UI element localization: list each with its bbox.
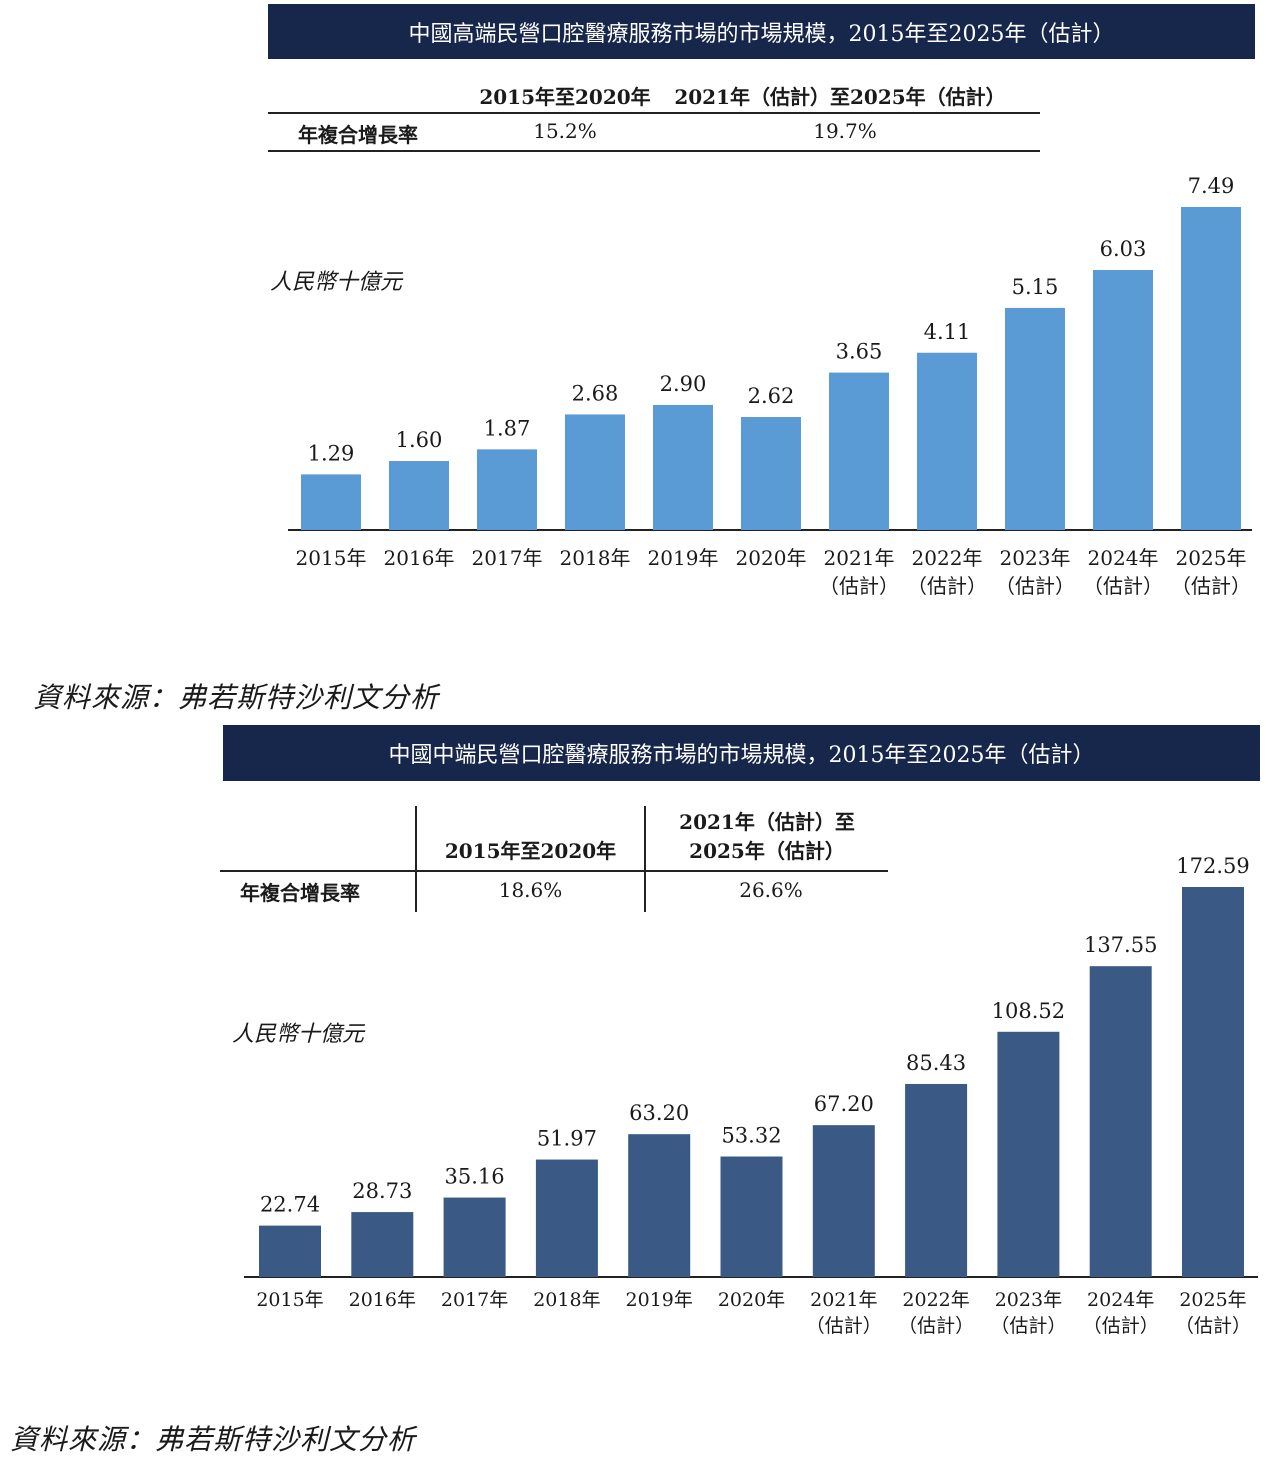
x-tick-label: 2023年 xyxy=(1000,546,1071,570)
data-label: 4.11 xyxy=(924,320,971,344)
bar xyxy=(389,461,449,530)
bar xyxy=(259,1225,321,1277)
x-tick-label: 2020年 xyxy=(736,546,807,570)
data-label: 22.74 xyxy=(260,1193,320,1217)
bar xyxy=(812,1125,875,1277)
x-tick-label: （估計） xyxy=(995,574,1075,598)
x-tick-label: 2024年 xyxy=(1087,1289,1154,1311)
bar xyxy=(653,404,713,530)
data-label: 67.20 xyxy=(814,1092,874,1116)
data-label: 172.59 xyxy=(1176,854,1249,878)
x-tick-label: 2020年 xyxy=(718,1289,785,1311)
bar xyxy=(905,1083,968,1277)
x-tick-label: 2019年 xyxy=(626,1289,693,1311)
data-label: 2.62 xyxy=(748,384,795,408)
bar xyxy=(351,1212,414,1277)
data-label: 3.65 xyxy=(836,340,883,364)
data-label: 6.03 xyxy=(1100,237,1147,261)
data-label: 7.49 xyxy=(1188,174,1235,198)
bar xyxy=(628,1134,691,1277)
data-label: 63.20 xyxy=(629,1101,689,1125)
chart1-title: 中國高端民營口腔醫療服務市場的市場規模，2015年至2025年（估計） xyxy=(268,4,1255,59)
x-tick-label: 2019年 xyxy=(648,546,719,570)
data-label: 2.68 xyxy=(572,381,619,405)
bar xyxy=(917,352,977,530)
data-label: 85.43 xyxy=(906,1051,966,1075)
data-label: 1.60 xyxy=(396,428,443,452)
data-label: 5.15 xyxy=(1012,275,1059,299)
x-tick-label: 2024年 xyxy=(1088,546,1159,570)
chart2-cagr-divider xyxy=(220,870,888,872)
chart1-cagr-bottom-rule xyxy=(268,150,1040,152)
bar xyxy=(829,372,889,530)
x-tick-label: （估計） xyxy=(1083,574,1163,598)
chart1-unit-label: 人民幣十億元 xyxy=(270,270,403,295)
bar xyxy=(741,417,801,530)
chart1-cagr-value-1: 15.2% xyxy=(533,119,597,143)
chart1-cagr-row-label: 年複合增長率 xyxy=(298,123,418,147)
bar xyxy=(477,449,537,530)
x-tick-label: 2016年 xyxy=(349,1289,416,1311)
x-tick-label: 2025年 xyxy=(1176,546,1247,570)
chart1-cagr-header-1: 2015年至2020年 xyxy=(479,85,651,109)
data-label: 2.90 xyxy=(660,372,707,396)
chart2-cagr-vline-1 xyxy=(415,806,417,912)
chart2-source: 資料來源：弗若斯特沙利文分析 xyxy=(10,1423,417,1456)
bar xyxy=(443,1197,506,1277)
bar xyxy=(1093,269,1153,530)
x-tick-label: 2018年 xyxy=(560,546,631,570)
bar xyxy=(1005,307,1065,530)
x-tick-label: 2018年 xyxy=(533,1289,600,1311)
chart2-title: 中國中端民營口腔醫療服務市場的市場規模，2015年至2025年（估計） xyxy=(223,725,1260,781)
x-tick-label: 2022年 xyxy=(902,1289,969,1311)
chart2-cagr-vline-2 xyxy=(644,806,646,912)
x-tick-label: 2022年 xyxy=(912,546,983,570)
x-tick-label: （估計） xyxy=(806,1315,882,1337)
chart1-cagr-header-2: 2021年（估計）至2025年（估計） xyxy=(674,85,1006,109)
data-label: 137.55 xyxy=(1084,933,1157,957)
x-tick-label: 2021年 xyxy=(810,1289,877,1311)
x-tick-label: 2017年 xyxy=(441,1289,508,1311)
x-tick-label: 2025年 xyxy=(1179,1289,1246,1311)
x-tick-label: （估計） xyxy=(898,1315,974,1337)
chart2-cagr-row-label: 年複合增長率 xyxy=(240,881,360,905)
chart1-cagr-divider xyxy=(268,112,1040,114)
x-tick-label: 2021年 xyxy=(824,546,895,570)
chart2-bar-chart: 22.74 2015年 28.73 2016年 35.16 2017年 51.97 2018年… xyxy=(244,854,1258,1337)
chart1-bar-chart: 1.29 2015年 1.60 2016年 1.87 2017年 2.68 2018年 2.90… xyxy=(288,174,1252,598)
x-tick-label: （估計） xyxy=(990,1315,1066,1337)
x-tick-label: （估計） xyxy=(907,574,987,598)
x-tick-label: 2017年 xyxy=(472,546,543,570)
x-tick-label: （估計） xyxy=(1171,574,1251,598)
bar xyxy=(535,1159,598,1277)
bar xyxy=(1181,207,1241,530)
x-tick-label: （估計） xyxy=(819,574,899,598)
chart2-cagr-header-2: 2021年（估計）至 2025年（估計） xyxy=(679,810,855,863)
chart2-cagr-value-2: 26.6% xyxy=(739,878,803,902)
bar xyxy=(1182,887,1244,1277)
x-tick-label: （估計） xyxy=(1083,1315,1159,1337)
x-tick-label: 2015年 xyxy=(256,1289,323,1311)
x-tick-label: 2015年 xyxy=(296,546,367,570)
bar xyxy=(720,1156,783,1277)
chart1-cagr-value-2: 19.7% xyxy=(813,119,877,143)
data-label: 28.73 xyxy=(352,1179,412,1203)
chart2-cagr-value-1: 18.6% xyxy=(498,878,563,902)
data-label: 108.52 xyxy=(992,999,1065,1023)
data-label: 1.87 xyxy=(484,416,531,440)
bar xyxy=(997,1031,1060,1277)
x-tick-label: 2016年 xyxy=(384,546,455,570)
data-label: 1.29 xyxy=(308,441,355,465)
x-tick-label: 2023年 xyxy=(995,1289,1062,1311)
x-tick-label: （估計） xyxy=(1175,1315,1251,1337)
bar xyxy=(301,474,361,530)
data-label: 51.97 xyxy=(537,1127,597,1151)
bar xyxy=(565,414,625,530)
data-label: 53.32 xyxy=(721,1124,781,1148)
chart1-source: 資料來源：弗若斯特沙利文分析 xyxy=(33,681,440,714)
data-label: 35.16 xyxy=(445,1165,505,1189)
bar xyxy=(1089,966,1152,1277)
chart2-unit-label: 人民幣十億元 xyxy=(232,1022,365,1047)
chart2-cagr-header-1: 2015年至2020年 xyxy=(444,839,617,863)
